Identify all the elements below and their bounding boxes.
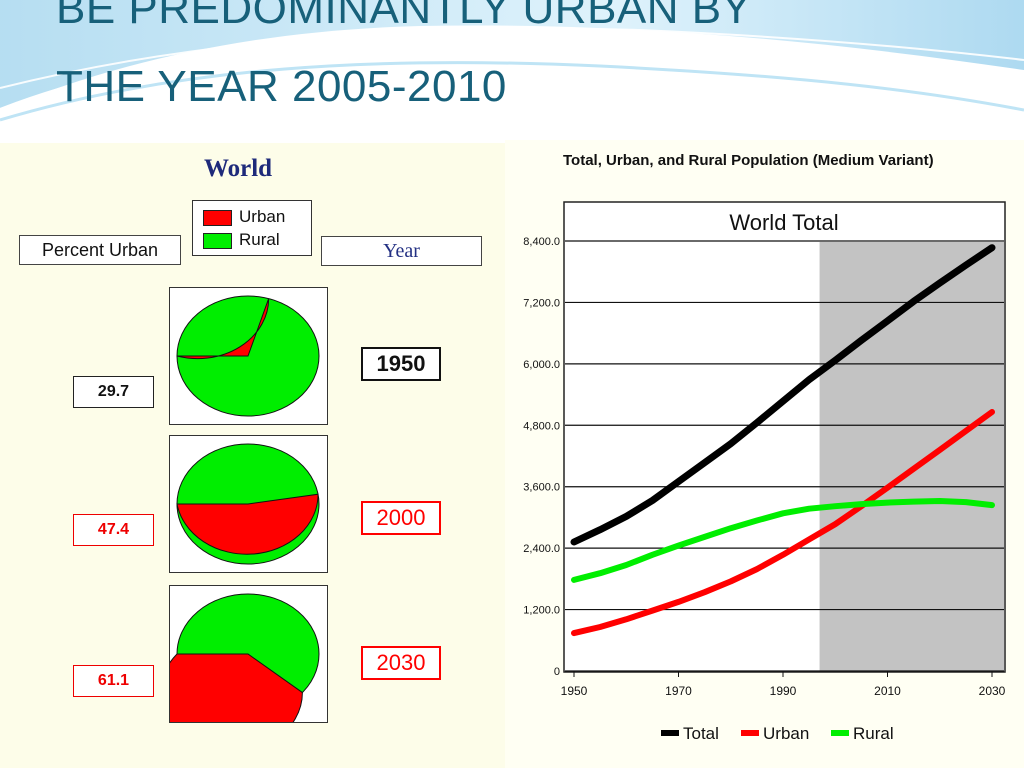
slide-title-line-2: THE YEAR 2005-2010 <box>56 62 507 111</box>
series-line-rural <box>571 498 995 583</box>
pie-slice-urban <box>170 653 303 722</box>
chart-title: Total, Urban, and Rural Population (Medi… <box>563 152 934 169</box>
projection-shading <box>819 242 1004 671</box>
percent-urban-2030: 61.1 <box>73 665 154 697</box>
slide-header: BE PREDOMINANTLY URBAN BY THE YEAR 2005-… <box>0 0 1024 142</box>
year-header: Year <box>321 236 482 266</box>
population-line-chart: Total, Urban, and Rural Population (Medi… <box>523 152 1006 743</box>
pie-2000 <box>176 443 320 565</box>
wave-decoration <box>0 0 1024 142</box>
rural-swatch <box>203 233 232 249</box>
percent-urban-2000: 47.4 <box>73 514 154 546</box>
legend-label-total: Total <box>683 724 719 743</box>
x-tick-label: 1950 <box>561 684 588 698</box>
pie-2030 <box>170 593 320 722</box>
year-label-2030: 2030 <box>361 646 441 680</box>
series-line-total <box>570 244 996 546</box>
pie-1950 <box>176 295 320 417</box>
pie-chart-2000 <box>169 435 328 573</box>
pie-chart-1950 <box>169 287 328 425</box>
legend-label-rural: Rural <box>239 230 280 249</box>
chart-subtitle: World Total <box>729 210 838 235</box>
urban-swatch <box>203 210 232 226</box>
legend-swatch-total <box>661 730 679 736</box>
y-tick-label: 0 <box>554 666 560 678</box>
y-tick-label: 2,400.0 <box>523 543 560 555</box>
legend-label-rural: Rural <box>853 724 894 743</box>
y-tick-label: 4,800.0 <box>523 420 560 432</box>
world-title: World <box>204 155 273 182</box>
world-pie-panel: World Urban Rural Percent Urban Year 29.… <box>0 143 505 768</box>
x-tick-label: 2030 <box>979 684 1006 698</box>
legend-swatch-rural <box>831 730 849 736</box>
pie-legend: Urban Rural <box>192 200 312 256</box>
pie-chart-2030 <box>169 585 328 723</box>
legend-swatch-urban <box>741 730 759 736</box>
y-tick-label: 3,600.0 <box>523 482 560 494</box>
x-tick-label: 1990 <box>770 684 797 698</box>
y-tick-label: 7,200.0 <box>523 297 560 309</box>
percent-urban-1950: 29.7 <box>73 376 154 408</box>
year-label-1950: 1950 <box>361 347 441 381</box>
legend-label-urban: Urban <box>763 724 809 743</box>
x-tick-label: 1970 <box>665 684 692 698</box>
pie-slice-urban <box>176 493 319 555</box>
y-tick-label: 8,400.0 <box>523 236 560 248</box>
series-line-urban <box>571 409 995 637</box>
legend-label-urban: Urban <box>239 207 286 226</box>
percent-urban-header: Percent Urban <box>19 235 181 265</box>
pie-slice-urban <box>176 298 270 360</box>
year-label-2000: 2000 <box>361 501 441 535</box>
slide-title-line-1: BE PREDOMINANTLY URBAN BY <box>56 0 752 33</box>
population-chart-panel: Total, Urban, and Rural Population (Medi… <box>505 140 1024 768</box>
y-tick-label: 6,000.0 <box>523 359 560 371</box>
y-tick-label: 1,200.0 <box>523 605 560 617</box>
x-tick-label: 2010 <box>874 684 901 698</box>
